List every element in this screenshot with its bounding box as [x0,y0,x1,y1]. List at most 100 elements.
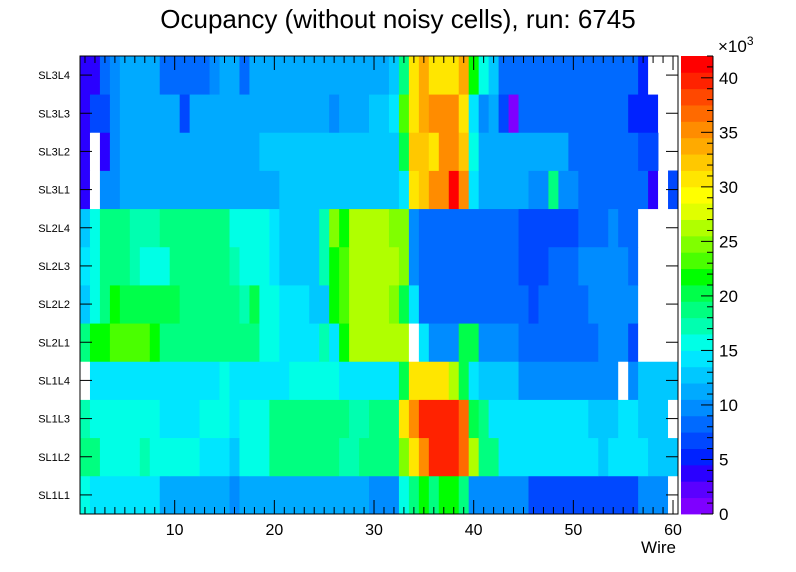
heatmap-cell [408,285,420,324]
heatmap-cell [109,132,121,171]
x-axis-label: Wire [641,538,676,557]
heatmap-cell [618,208,639,248]
x-tick-label: 30 [365,522,383,539]
color-bar-swatch [681,464,713,482]
heatmap-cell [458,475,470,515]
color-bar-tick-label: 10 [719,396,738,415]
heatmap-cell [458,56,470,95]
heatmap-cell [129,246,141,286]
heatmap-cell [418,285,529,324]
color-bar-swatch [681,350,713,368]
heatmap-cell [339,361,400,400]
heatmap-cell [229,437,240,477]
color-bar-swatch [681,448,713,466]
heatmap-cell [239,56,250,95]
color-bar-swatch [681,56,713,73]
heatmap-cell [388,285,400,324]
x-tick-label: 10 [166,522,184,539]
heatmap-cell [478,170,529,210]
heatmap-cell [199,323,260,362]
heatmap-cell [99,56,111,95]
heatmap-cell [488,94,499,133]
heatmap-cell [269,208,280,248]
heatmap-cell [109,56,121,95]
color-bar-swatch [681,170,713,188]
heatmap-cell [239,399,270,439]
heatmap-cell [289,361,340,400]
heatmap-cell [478,132,569,171]
heatmap-cell [418,399,430,439]
heatmap-cell [438,132,460,171]
heatmap-cell [129,208,161,248]
heatmap-cell [99,437,131,477]
color-bar-swatch [681,154,713,171]
heatmap-cell [159,437,171,477]
color-bar-swatch [681,203,713,220]
heatmap-cell [339,246,350,286]
x-tick-label: 40 [465,522,483,539]
y-tick-label: SL2L3 [38,261,70,273]
heatmap-cell [468,56,480,95]
heatmap-cell [159,399,200,439]
heatmap-cell [418,323,430,362]
heatmap-cell [279,246,320,286]
heatmap-cell [598,437,609,477]
heatmap-cell [99,208,131,248]
heatmap-cell [349,285,390,324]
color-bar-swatch [681,219,713,237]
heatmap-cell [309,285,330,324]
heatmap-cell [229,399,240,439]
heatmap-cell [418,475,430,515]
heatmap-cell [478,399,490,439]
heatmap-cell [119,285,181,324]
heatmap-cell [518,208,579,248]
color-bar-swatch [681,481,713,499]
heatmap-cell [658,170,669,210]
x-axis: 10 20 30 40 50 60 [84,56,682,539]
y-tick-label: SL1L1 [38,490,70,502]
heatmap-cell [498,56,639,95]
heatmap-cell [578,208,609,248]
color-bar-exponent-power: 3 [747,34,754,48]
color-bar-swatch [681,415,713,433]
heatmap-cell [408,475,420,515]
y-tick-label: SL2L2 [38,299,70,311]
heatmap-cell [398,170,410,210]
heatmap-cell [109,323,151,362]
heatmap-cell [488,399,589,439]
heatmap-cell [598,323,629,362]
color-bar-swatch [681,72,713,90]
heatmap-cell [468,399,480,439]
heatmap-cell [129,437,141,477]
color-bar-swatch [681,366,713,384]
heatmap-cell [518,246,549,286]
heatmap-cell [229,361,290,400]
heatmap-cell [468,94,480,133]
heatmap-cell [119,132,260,171]
heatmap-cell [538,285,589,324]
y-tick-label: SL3L3 [38,108,70,120]
color-bar-swatch [681,285,713,302]
heatmap-cell [319,323,330,362]
heatmap-cell [618,361,629,400]
heatmap-cell [199,399,230,439]
heatmap-cell [369,399,400,439]
heatmap-cell [329,246,340,286]
color-bar-tick-label: 20 [719,287,738,306]
color-bar-tick-label: 40 [719,69,738,88]
heatmap-cell [478,323,519,362]
x-tick-label: 20 [265,522,283,539]
heatmap-cell [398,475,410,515]
heatmap-cell [528,170,549,210]
heatmap-cell [468,132,480,171]
heatmap-cell [428,475,440,515]
heatmap-cell [548,170,559,210]
heatmap-cell [468,437,480,477]
heatmap-cell [279,285,310,324]
heatmap-cell [408,399,420,439]
heatmap-cell [249,437,270,477]
y-tick-label: SL2L1 [38,337,70,349]
heatmap-cell [528,285,539,324]
heatmap-cell [239,285,250,324]
heatmap-cell [329,94,340,133]
